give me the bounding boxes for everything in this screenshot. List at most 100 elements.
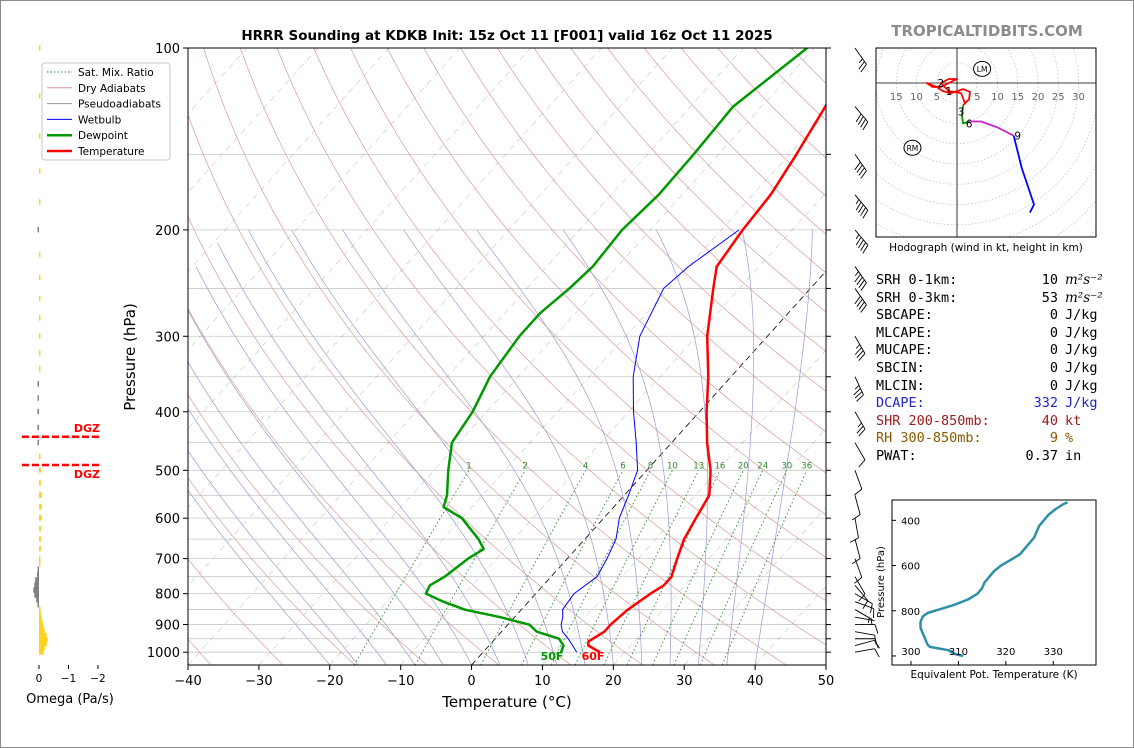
barb-half-flag (867, 617, 870, 624)
x-tick-label: −30 (245, 674, 272, 689)
omega-bar (39, 199, 41, 205)
wind-barb (854, 585, 869, 609)
stat-row: DCAPE: 332 J/kg (876, 395, 1098, 411)
barb-full-flag (856, 276, 863, 286)
hodograph-ring-label: 15 (1011, 92, 1024, 103)
barb-full-flag (874, 624, 879, 634)
y-tick-label: 600 (155, 512, 180, 527)
y-tick-label: 800 (155, 588, 180, 603)
barb-full-flag (856, 298, 863, 307)
stat-row: SRH 0-1km: 10 m²s⁻² (876, 272, 1103, 288)
barb-staff (854, 336, 866, 354)
dry-adiabat-line (276, 48, 826, 646)
barb-full-flag (854, 391, 863, 399)
omega-tick-label: −1 (61, 673, 76, 685)
barb-full-flag (858, 301, 865, 310)
stat-row: SBCAPE: 0 J/kg (876, 307, 1098, 323)
theta-e-y-label: Pressure (hPa) (876, 546, 887, 618)
dry-adiabat-line (570, 48, 826, 313)
wind-barb (852, 495, 861, 521)
dewpoint-profile (424, 48, 808, 653)
omega-bar (39, 168, 41, 174)
storm-motion-label: LM (977, 65, 988, 74)
stat-label: MLCAPE: (876, 324, 933, 341)
stat-unit: J/kg (1065, 395, 1098, 412)
wind-barb (854, 442, 866, 468)
skew-t-plot-border (187, 47, 827, 666)
skew-t-y-label: Pressure (hPa) (121, 303, 139, 411)
omega-bar (39, 295, 41, 302)
stat-label: MUCAPE: (876, 342, 933, 359)
dry-adiabat-line (188, 307, 499, 665)
y-tick-label: 900 (155, 619, 180, 634)
wind-barb (854, 609, 873, 624)
barb-half-flag (858, 58, 863, 64)
stat-value: 40 (1041, 412, 1058, 429)
wind-barb (854, 336, 866, 361)
y-tick-label: 400 (155, 406, 180, 421)
omega-bar (37, 601, 39, 608)
moist-adiabat-line (188, 489, 331, 665)
mixing-ratio-label: 13 (693, 461, 704, 471)
wetbulb-profile (560, 229, 740, 653)
stat-row: PWAT: 0.37 in (876, 448, 1081, 464)
omega-bar (39, 611, 41, 617)
stat-value: 0 (1049, 307, 1058, 324)
barb-full-flag (858, 204, 864, 214)
hodograph-height-label: 3 (958, 106, 965, 118)
moist-adiabat-line (342, 229, 586, 665)
legend-entry: Sat. Mix. Ratio (78, 67, 154, 79)
theta-e-y-tick-label: 800 (901, 607, 920, 618)
wind-barb (854, 288, 867, 313)
moist-adiabat-line (248, 229, 529, 665)
stat-label: SBCIN: (876, 360, 925, 376)
site-brand: TROPICALTIDBITS.COM (891, 22, 1083, 40)
omega-bar (37, 226, 39, 233)
barb-staff (854, 558, 863, 578)
y-tick-label: 500 (155, 464, 180, 479)
stat-value: 0 (1049, 360, 1058, 376)
dgz-label: DGZ (74, 468, 100, 481)
y-tick-label: 1000 (147, 646, 180, 661)
omega-bar (39, 561, 41, 567)
mixing-ratio-line (520, 470, 624, 665)
omega-bar (39, 624, 44, 630)
barb-full-flag (849, 537, 859, 543)
y-tick-label: 200 (155, 224, 180, 239)
moist-adiabat-line (188, 450, 359, 665)
mixing-ratio-label: 30 (781, 461, 792, 471)
barb-full-flag (858, 167, 865, 176)
barb-full-flag (858, 116, 864, 125)
barb-full-flag (854, 295, 861, 305)
stat-value: 53 (1041, 289, 1058, 306)
barb-full-flag (860, 170, 867, 179)
omega-bar (39, 366, 41, 372)
mixing-ratio-label: 20 (738, 461, 749, 471)
dry-adiabat-line (239, 48, 787, 665)
omega-bar (39, 350, 41, 356)
barb-full-flag (858, 279, 865, 288)
omega-bar (39, 645, 45, 651)
barb-full-flag (858, 428, 866, 437)
omega-bar (34, 592, 39, 598)
barb-full-flag (856, 164, 863, 173)
stat-row: SRH 0-3km: 53 m²s⁻² (876, 290, 1103, 306)
stat-unit: J/kg (1065, 342, 1098, 359)
theta-e-axes: 300 310 320 330 400 600 800 (892, 516, 1063, 665)
omega-bar (39, 467, 41, 473)
hodograph-height-label: 9 (1014, 131, 1021, 143)
legend-entry: Dry Adiabats (78, 83, 146, 95)
barb-full-flag (860, 242, 866, 251)
barb-half-flag (855, 199, 860, 205)
stat-value: 0 (1049, 342, 1058, 359)
hodograph-grid: 5 10 15 20 25 30 15 10 5 (876, 48, 1096, 237)
legend-entry: Pseudoadiabats (78, 99, 161, 111)
omega-bar (37, 381, 39, 387)
stat-row: RH 300-850mb: 9% (876, 430, 1073, 446)
barb-full-flag (856, 394, 864, 402)
isotherm-line (258, 48, 815, 665)
barb-full-flag (862, 121, 869, 131)
hodograph-ring-label: 25 (1052, 92, 1065, 103)
